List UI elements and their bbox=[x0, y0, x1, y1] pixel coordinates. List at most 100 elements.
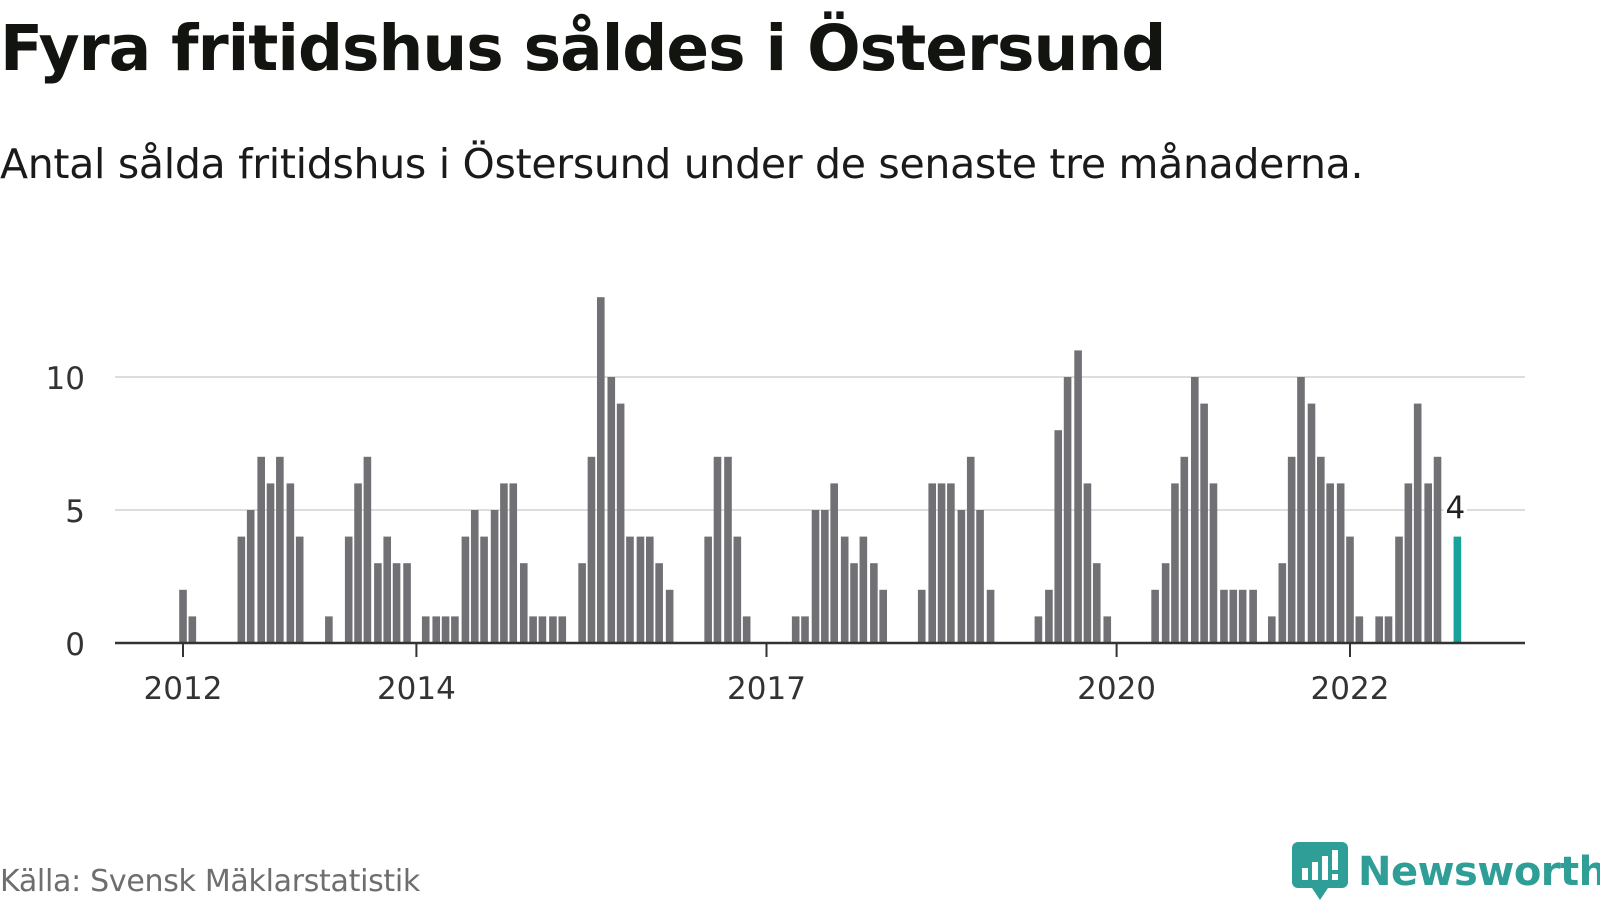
bar bbox=[1103, 616, 1112, 643]
bar bbox=[704, 536, 712, 643]
labels: 0 5 10 2012 2014 2017 2020 2022 4 bbox=[46, 361, 1469, 707]
bar bbox=[596, 297, 605, 643]
bar bbox=[354, 483, 362, 643]
bar bbox=[1034, 616, 1043, 643]
bar bbox=[957, 510, 966, 643]
highlight-value-label: 4 bbox=[1445, 491, 1465, 527]
bar bbox=[937, 483, 946, 643]
bar bbox=[529, 616, 537, 643]
bar bbox=[713, 456, 722, 643]
bar bbox=[616, 403, 625, 643]
bar bbox=[578, 563, 586, 643]
bar bbox=[1336, 483, 1345, 643]
newsworthy-logo: Newsworthy bbox=[1292, 842, 1600, 902]
bar bbox=[1074, 350, 1082, 643]
bar bbox=[1161, 563, 1170, 643]
bar bbox=[1045, 589, 1053, 643]
bar bbox=[976, 510, 984, 643]
bar bbox=[801, 616, 809, 643]
bar bbox=[1209, 483, 1218, 643]
bar bbox=[1278, 563, 1287, 643]
bar bbox=[1287, 456, 1296, 643]
x-tick-label: 2020 bbox=[1077, 671, 1156, 707]
bar bbox=[966, 456, 975, 643]
bar bbox=[1268, 616, 1276, 643]
bar bbox=[1220, 589, 1228, 643]
bar bbox=[441, 616, 450, 643]
bar bbox=[859, 536, 868, 643]
bar bbox=[1229, 589, 1238, 643]
bar bbox=[1307, 403, 1316, 643]
bar bbox=[636, 536, 645, 643]
bar bbox=[626, 536, 634, 643]
bar bbox=[1297, 377, 1305, 643]
bar-chart: 0 5 10 2012 2014 2017 2020 2022 4 bbox=[46, 297, 1525, 707]
bar bbox=[879, 589, 887, 643]
bar bbox=[928, 483, 937, 643]
bar bbox=[1375, 616, 1383, 643]
bar bbox=[558, 616, 567, 643]
bar bbox=[1326, 483, 1334, 643]
bar bbox=[1346, 536, 1354, 643]
bar bbox=[1151, 589, 1159, 643]
bar bbox=[392, 563, 401, 643]
x-tick-label: 2017 bbox=[727, 671, 806, 707]
bar bbox=[1180, 456, 1189, 643]
bar bbox=[538, 616, 547, 643]
bar bbox=[850, 563, 858, 643]
bar bbox=[461, 536, 470, 643]
bar bbox=[607, 377, 616, 643]
bar bbox=[432, 616, 441, 643]
bar bbox=[286, 483, 295, 643]
bar bbox=[1200, 403, 1208, 643]
bar bbox=[742, 616, 751, 643]
bar bbox=[1171, 483, 1179, 643]
x-tick-label: 2022 bbox=[1311, 671, 1390, 707]
bar bbox=[1092, 563, 1101, 643]
bar bbox=[1083, 483, 1092, 643]
bar bbox=[1424, 483, 1432, 643]
bar bbox=[1054, 430, 1063, 643]
bar bbox=[1317, 456, 1325, 643]
newsworthy-logo-icon bbox=[1292, 842, 1348, 900]
bar bbox=[587, 456, 596, 643]
chart-subtitle: Antal sålda fritidshus i Östersund under… bbox=[0, 140, 1364, 188]
y-tick-label: 5 bbox=[65, 494, 85, 530]
bar bbox=[470, 510, 479, 643]
bar bbox=[733, 536, 742, 643]
bar bbox=[188, 616, 197, 643]
bar bbox=[1384, 616, 1393, 643]
y-tick-label: 10 bbox=[46, 361, 85, 397]
bar bbox=[276, 456, 284, 643]
bar bbox=[655, 563, 663, 643]
bar bbox=[246, 510, 255, 643]
y-tick-label: 0 bbox=[65, 627, 85, 663]
bar bbox=[947, 483, 955, 643]
bar bbox=[840, 536, 849, 643]
bar bbox=[1190, 377, 1199, 643]
bar bbox=[830, 483, 838, 643]
bar bbox=[266, 483, 275, 643]
bar bbox=[870, 563, 878, 643]
brand-name: Newsworthy bbox=[1358, 849, 1600, 895]
bar bbox=[421, 616, 430, 643]
bar bbox=[1063, 377, 1072, 643]
bar bbox=[451, 616, 459, 643]
bar bbox=[1413, 403, 1422, 643]
bar bbox=[519, 563, 528, 643]
bar bbox=[821, 510, 829, 643]
bar bbox=[325, 616, 333, 643]
bar bbox=[1395, 536, 1403, 643]
bar bbox=[237, 536, 246, 643]
bar bbox=[480, 536, 488, 643]
bar bbox=[1249, 589, 1257, 643]
bar bbox=[500, 483, 508, 643]
bar bbox=[724, 456, 732, 643]
highlight-bar bbox=[1453, 536, 1462, 643]
bar bbox=[383, 536, 392, 643]
x-tick-label: 2014 bbox=[377, 671, 456, 707]
bar bbox=[986, 589, 995, 643]
bar bbox=[917, 589, 926, 643]
bar bbox=[646, 536, 654, 643]
bar bbox=[344, 536, 353, 643]
